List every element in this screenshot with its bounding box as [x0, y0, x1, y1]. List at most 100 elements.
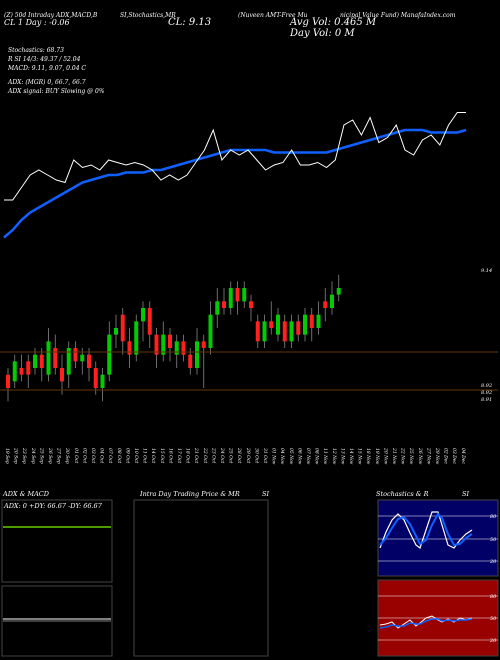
- date-tick-label: 09 Oct: [124, 448, 130, 463]
- date-tick-label: 04 Nov: [279, 448, 285, 465]
- candle-up: [100, 374, 105, 388]
- candle-down: [73, 348, 78, 362]
- date-tick-label: 30 Oct: [253, 448, 259, 463]
- candle-up: [215, 301, 220, 315]
- date-tick-label: 08 Nov: [314, 448, 320, 465]
- candle-down: [26, 361, 31, 375]
- date-tick-label: 27 Sep: [56, 447, 62, 464]
- candle-up: [134, 321, 139, 355]
- candle-up: [161, 334, 166, 355]
- candle-down: [19, 368, 24, 375]
- adx-panel-title: ADX & MACD: [3, 490, 49, 498]
- candle-down: [181, 341, 186, 355]
- date-tick-label: 25 Nov: [408, 447, 414, 465]
- date-tick-label: 07 Oct: [107, 448, 113, 463]
- date-tick-label: 10 Oct: [133, 448, 139, 463]
- adx-signal-readout: ADX signal: BUY Slowing @ 0%: [8, 88, 105, 95]
- date-tick-label: 01 Oct: [73, 448, 79, 463]
- rsi-readout: R SI 14/3: 49.37 / 52.04: [8, 56, 81, 63]
- date-tick-label: 26 Sep: [47, 447, 53, 464]
- candle-down: [255, 321, 260, 342]
- date-tick-label: 08 Oct: [116, 448, 122, 463]
- candle-down: [154, 334, 159, 355]
- header-day-vol: Day Vol: 0 M: [290, 28, 355, 39]
- candle-up: [303, 314, 307, 335]
- candle-up: [33, 354, 37, 368]
- ticker-line: (Z) 50d Intraday ADX,MACD,B: [4, 12, 98, 19]
- date-tick-label: 04 Oct: [99, 448, 105, 463]
- candle-up: [228, 288, 233, 308]
- date-tick-label: 18 Oct: [185, 448, 191, 463]
- candle-down: [120, 314, 125, 342]
- candle-down: [249, 301, 253, 308]
- stoch-label-50: 50: [490, 537, 497, 543]
- date-tick-label: 07 Nov: [305, 448, 311, 465]
- date-tick-label: 19 Sep: [4, 448, 10, 464]
- date-tick-label: 19 Nov: [374, 448, 380, 465]
- main-chart: 19 Sep 20 Sep 23 Sep 24 Sep 25 Sep 26 Sep 27 S…: [0, 112, 498, 465]
- date-tick-label: 22 Oct: [202, 447, 208, 463]
- date-tick-label: 20 Sep: [13, 447, 19, 464]
- candle-down: [282, 321, 287, 342]
- header-indicators: SI,Stochastics,MR: [120, 12, 176, 19]
- date-tick-label: 01 Nov: [271, 448, 277, 465]
- date-tick-label: 24 Sep: [30, 447, 36, 464]
- header-site: nicipal Value Fund) ManafaIndex.com: [340, 12, 456, 19]
- candle-up: [141, 308, 145, 322]
- date-tick-label: 14 Oct: [150, 448, 156, 463]
- candle-down: [296, 321, 301, 335]
- adx-panel-frame: [1, 499, 113, 583]
- candle-down: [93, 368, 98, 388]
- date-tick-label: 20 Nov: [382, 447, 388, 465]
- date-tick-label: 23 Oct: [210, 447, 216, 463]
- date-tick-label: 13 Nov: [339, 448, 345, 465]
- price-trend-line: [4, 112, 466, 201]
- date-tick-label: 11 Oct: [142, 448, 148, 463]
- date-tick-label: 14 Nov: [348, 448, 354, 465]
- date-tick-label: 22 Nov: [400, 447, 406, 465]
- candle-down: [87, 354, 91, 368]
- candle-up: [12, 361, 17, 382]
- candle-up: [316, 314, 321, 328]
- adx-readout: ADX: (MGR) 0, 66.7, 66.7: [8, 79, 86, 86]
- candle-down: [188, 354, 193, 368]
- stoch-panel-frame: [377, 499, 499, 577]
- rsi-label-50: 50: [490, 616, 497, 622]
- candle-down: [323, 301, 328, 308]
- date-tick-label: 17 Oct: [176, 448, 182, 463]
- adx-panel-value: ADX: 0 +DY: 66.67 -DY: 66.67: [4, 502, 102, 510]
- stoch-panel-si: SI: [462, 490, 470, 498]
- candle-up: [114, 328, 118, 335]
- macd-readout: MACD: 9.11, 9.07, 0.04 C: [8, 65, 87, 72]
- date-tick-label: 06 Nov: [296, 448, 302, 465]
- stoch-k-line: [379, 511, 473, 549]
- candle-down: [269, 321, 274, 328]
- candle-up: [107, 334, 112, 375]
- header-change: CL 1 Day : -0.06: [4, 18, 70, 27]
- candle-down: [222, 301, 226, 308]
- date-tick-label: 21 Nov: [391, 447, 397, 465]
- price-label-mid2: 8.92: [481, 390, 493, 396]
- date-tick-label: 26 Nov: [417, 447, 423, 465]
- candle-up: [276, 314, 280, 335]
- intraday-panel-frame: [133, 499, 269, 657]
- stoch-panel-title: Stochastics & R: [376, 490, 429, 498]
- date-tick-label: 02 Oct: [81, 448, 87, 463]
- candle-down: [53, 348, 58, 368]
- date-tick-label: 03 Oct: [90, 448, 96, 463]
- date-tick-label: 15 Oct: [159, 448, 165, 463]
- date-tick-label: 21 Oct: [193, 447, 199, 463]
- candle-up: [80, 354, 85, 362]
- header-fund-name: (Nuveen AMT-Free Mu: [238, 12, 308, 19]
- candle-down: [168, 334, 172, 348]
- price-label-top: 9.14: [481, 268, 493, 274]
- rsi-signal-line: [379, 618, 473, 629]
- date-tick-label: 12 Nov: [331, 448, 337, 465]
- stoch-label-20: 20: [489, 559, 497, 565]
- candle-down: [201, 341, 206, 348]
- candle-down: [60, 368, 64, 382]
- candle-up: [174, 341, 179, 355]
- candle-down: [147, 308, 152, 335]
- rsi-panel-frame: [377, 579, 499, 657]
- candle-up: [330, 294, 334, 308]
